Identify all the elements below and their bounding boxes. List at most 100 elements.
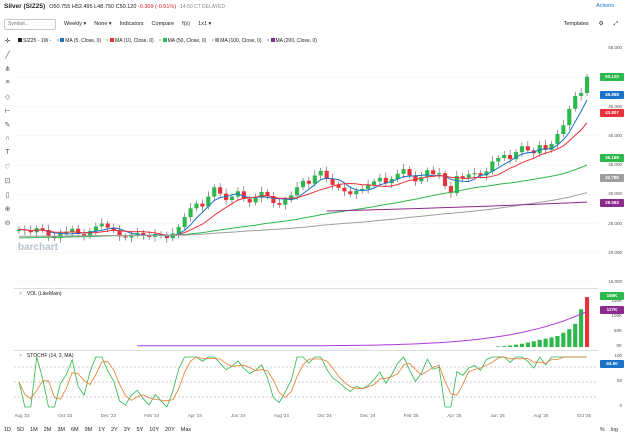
moving-average-line — [326, 201, 588, 212]
volume-chart-svg — [137, 297, 590, 347]
candle-body — [253, 197, 258, 203]
candle-body — [206, 196, 211, 207]
pitchfork-icon[interactable]: ⋔ — [4, 65, 11, 73]
templates-button[interactable]: Templates — [563, 21, 589, 27]
candle-body — [105, 223, 110, 228]
period-button[interactable]: 2M — [43, 427, 52, 433]
period-button[interactable]: 3M — [57, 427, 65, 433]
log-toggle[interactable]: log — [610, 427, 618, 433]
volume-bar — [579, 309, 584, 347]
price-axis[interactable]: 55.00050.00045.00040.00035.00030.00025.0… — [598, 36, 624, 286]
legend-label: MA (10, Close, 0) — [115, 38, 154, 44]
actions-link[interactable]: Actions — [595, 3, 614, 9]
stochastic-panel[interactable]: × STOCHF (14, 3, MA) — [14, 350, 598, 410]
legend-swatch — [270, 38, 275, 42]
close-study-icon[interactable]: × — [19, 291, 22, 297]
candle-body — [360, 188, 365, 191]
period-button[interactable]: 2Y — [111, 427, 118, 433]
price-panel[interactable]: SIZ25 - 1W - × MA (5, Close, 0) × MA (10, Cl… — [14, 36, 598, 286]
legend-item[interactable]: × MA (50, Close, 0) — [158, 38, 207, 44]
compare-button[interactable]: Compare — [151, 21, 175, 27]
legend-label: MA (50, Close, 0) — [167, 38, 207, 44]
candle-body — [295, 187, 300, 196]
pattern-icon[interactable]: ◇ — [4, 93, 11, 101]
time-tick: Apr '24 — [187, 413, 202, 418]
moving-average-line — [18, 192, 588, 237]
period-button[interactable]: 6M — [70, 427, 79, 433]
price-tag: 36.188 — [600, 154, 624, 163]
crosshair-icon[interactable]: ✛ — [4, 37, 11, 45]
period-button[interactable]: 5Y — [136, 427, 144, 433]
remove-study-icon[interactable]: × — [211, 38, 215, 44]
fullscreen-icon[interactable]: ⤢ — [613, 20, 618, 27]
period-button[interactable]: Max — [180, 427, 192, 433]
period-button[interactable]: 9M — [84, 427, 93, 433]
period-button[interactable]: 1D — [4, 427, 12, 433]
chart-style-dropdown[interactable]: None ▾ — [94, 21, 112, 27]
text-icon[interactable]: T — [5, 149, 10, 156]
time-tick: Aug '23 — [14, 413, 30, 418]
period-button[interactable]: 1M — [30, 427, 38, 433]
period-button[interactable]: 10Y — [149, 427, 159, 433]
lock-icon[interactable]: ⊡ — [4, 177, 11, 185]
measure-icon[interactable]: ⊢ — [4, 107, 11, 115]
brush-icon[interactable]: ✎ — [4, 121, 11, 129]
candle-body — [454, 176, 459, 194]
volume-bar — [525, 342, 530, 347]
stochastic-tick: 0 — [619, 403, 622, 408]
candle-body — [200, 203, 205, 207]
fx-button[interactable]: f(x) — [182, 21, 191, 27]
candle-body — [502, 155, 507, 158]
legend-item[interactable]: × MA (10, Close, 0) — [105, 38, 154, 44]
fibonacci-icon[interactable]: ≡ — [5, 79, 10, 86]
candle-body — [561, 125, 566, 134]
remove-study-icon[interactable]: × — [106, 38, 110, 44]
settings-icon[interactable]: ⚙ — [598, 21, 604, 27]
volume-legend: × VOL (LikeMain) — [18, 291, 61, 297]
volume-average-line — [137, 311, 588, 347]
magnet-icon[interactable]: ∩ — [4, 135, 11, 142]
period-button[interactable]: 5D — [17, 427, 25, 433]
legend-item[interactable]: SIZ25 - 1W - — [18, 38, 51, 44]
candle-body — [99, 223, 104, 227]
candle-body — [342, 187, 347, 192]
price-tag: 46.888 — [600, 91, 624, 100]
period-button[interactable]: 20Y — [165, 427, 175, 433]
interval-dropdown[interactable]: Weekly ▾ — [64, 21, 87, 27]
trendline-icon[interactable]: ╱ — [5, 51, 10, 59]
time-axis[interactable]: Aug '23 Oct '23 Dec '23 Feb '24 Apr '24 Jun '… — [14, 413, 598, 421]
price-tick: 35.000 — [608, 162, 622, 167]
time-tick: Feb '25 — [403, 413, 419, 418]
stochastic-tick: 100 — [614, 353, 622, 358]
period-button[interactable]: 3Y — [123, 427, 131, 433]
stochastic-axis[interactable]: 10084.9050084.90 — [598, 350, 624, 410]
volume-axis[interactable]: 150K 100K 50K 0K 168K 127K — [598, 288, 624, 348]
zoom-out-icon[interactable]: ⊖ — [4, 219, 11, 227]
symbol-search-input[interactable] — [4, 18, 56, 30]
remove-study-icon[interactable]: × — [56, 38, 60, 44]
candle-body — [508, 155, 513, 160]
candle-body — [584, 76, 590, 94]
trash-icon[interactable]: ▯ — [5, 191, 10, 199]
remove-study-icon[interactable]: × — [266, 38, 270, 44]
percent-toggle[interactable]: % — [599, 427, 605, 433]
period-button[interactable]: 1Y — [98, 427, 105, 433]
volume-bar — [531, 341, 536, 347]
remove-study-icon[interactable]: × — [158, 38, 162, 44]
volume-panel[interactable]: × VOL (LikeMain) — [14, 288, 598, 348]
close-study-icon[interactable]: × — [19, 353, 22, 359]
candle-body — [525, 146, 530, 151]
time-tick: Oct '25 — [576, 413, 592, 418]
legend-label: MA (200, Close, 0) — [275, 38, 317, 44]
legend-item[interactable]: × MA (100, Close, 0) — [210, 38, 262, 44]
price-legend: SIZ25 - 1W - × MA (5, Close, 0) × MA (10, Cl… — [18, 38, 317, 44]
price-tick: 45.000 — [608, 103, 622, 109]
symbol-title[interactable]: Silver (SIZ25) — [4, 3, 46, 10]
zoom-in-icon[interactable]: ⊕ — [4, 205, 11, 213]
legend-item[interactable]: × MA (5, Close, 0) — [55, 38, 101, 44]
heart-icon[interactable]: ♡ — [4, 163, 11, 171]
layout-dropdown[interactable]: 1x1 ▾ — [198, 21, 212, 27]
legend-item[interactable]: × MA (200, Close, 0) — [266, 38, 317, 44]
stochastic-tag: 84.90 — [600, 359, 624, 368]
indicators-button[interactable]: Indicators — [119, 21, 144, 27]
